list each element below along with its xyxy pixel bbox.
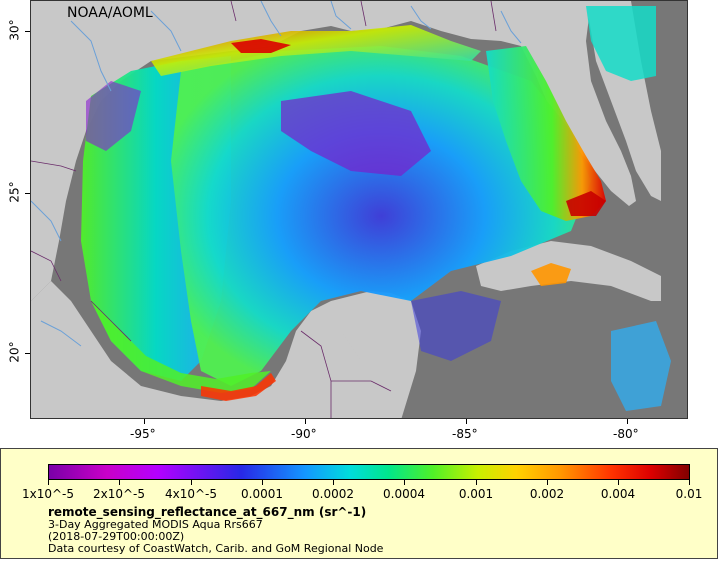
colorbar-label: 0.0002 [312, 487, 354, 501]
ocean-purple-patch [281, 91, 431, 176]
ocean-east-data [586, 6, 656, 81]
ocean-purple-west [86, 81, 141, 151]
x-tick-mark [466, 419, 467, 424]
y-tick-label: 30° [7, 19, 22, 41]
colorbar-tick [689, 480, 690, 485]
legend-panel: 1x10^-5 2x10^-5 4x10^-5 0.0001 0.0002 0.… [0, 448, 718, 559]
ocean-ne-shelf [151, 25, 481, 76]
colorbar-label: 0.001 [458, 487, 494, 501]
rivers [31, 1, 522, 347]
y-tick-label: 25° [7, 181, 22, 203]
ocean-mexico-shelf [91, 301, 271, 393]
colorbar-label: 0.002 [529, 487, 565, 501]
colorbar-tick [333, 480, 334, 485]
ocean-florida-shelf [486, 46, 606, 221]
colorbar [48, 464, 690, 480]
colorbar-label: 0.0001 [241, 487, 283, 501]
land-yucatan [331, 291, 421, 418]
colorbar-label: 0.01 [675, 487, 703, 501]
x-tick-label: -95° [130, 427, 156, 441]
map-canvas[interactable] [31, 1, 688, 419]
x-tick-mark [627, 419, 628, 424]
colorbar-tick [191, 480, 192, 485]
colorbar-label: 0.004 [600, 487, 636, 501]
colorbar-label: 0.0004 [383, 487, 425, 501]
x-tick-label: -80° [613, 427, 639, 441]
y-tick-label: 20° [7, 341, 22, 363]
colorbar-tick [618, 480, 619, 485]
colorbar-tick [404, 480, 405, 485]
colorbar-tick [476, 480, 477, 485]
colorbar-tick [119, 480, 120, 485]
y-tick-mark [25, 353, 30, 354]
colorbar-label: 1x10^-5 [21, 487, 75, 501]
x-tick-label: -85° [452, 427, 478, 441]
legend-dataset-name: 3-Day Aggregated MODIS Aqua Rrs667 [48, 518, 263, 531]
legend-credit: Data courtesy of CoastWatch, Carib. and … [48, 542, 384, 555]
land-cuba [476, 241, 687, 301]
land-mexico [31, 281, 401, 418]
ocean-red-north [231, 39, 291, 53]
map-attribution: NOAA/AOML [67, 5, 153, 21]
x-tick-mark [144, 419, 145, 424]
ocean-campeche-red [201, 373, 276, 401]
map-panel[interactable]: NOAA/AOML [30, 0, 688, 419]
y-tick-mark [25, 193, 30, 194]
colorbar-tick [547, 480, 548, 485]
colorbar-label: 2x10^-5 [92, 487, 146, 501]
y-tick-mark [25, 31, 30, 32]
legend-variable-title: remote_sensing_reflectance_at_667_nm (sr… [48, 505, 367, 519]
colorbar-tick [48, 480, 49, 485]
colorbar-label: 4x10^-5 [164, 487, 218, 501]
x-tick-mark [305, 419, 306, 424]
borders [31, 1, 497, 418]
colorbar-tick [262, 480, 263, 485]
ocean-se-data [611, 321, 671, 411]
land-north-america [31, 1, 687, 301]
legend-timestamp: (2018-07-29T00:00:00Z) [48, 530, 185, 543]
ocean-red-florida [566, 191, 606, 216]
ocean-central-gulf [171, 46, 591, 386]
x-tick-label: -90° [291, 427, 317, 441]
ocean-south-scatter [411, 291, 501, 361]
ocean-cuba-shelf [531, 263, 571, 286]
